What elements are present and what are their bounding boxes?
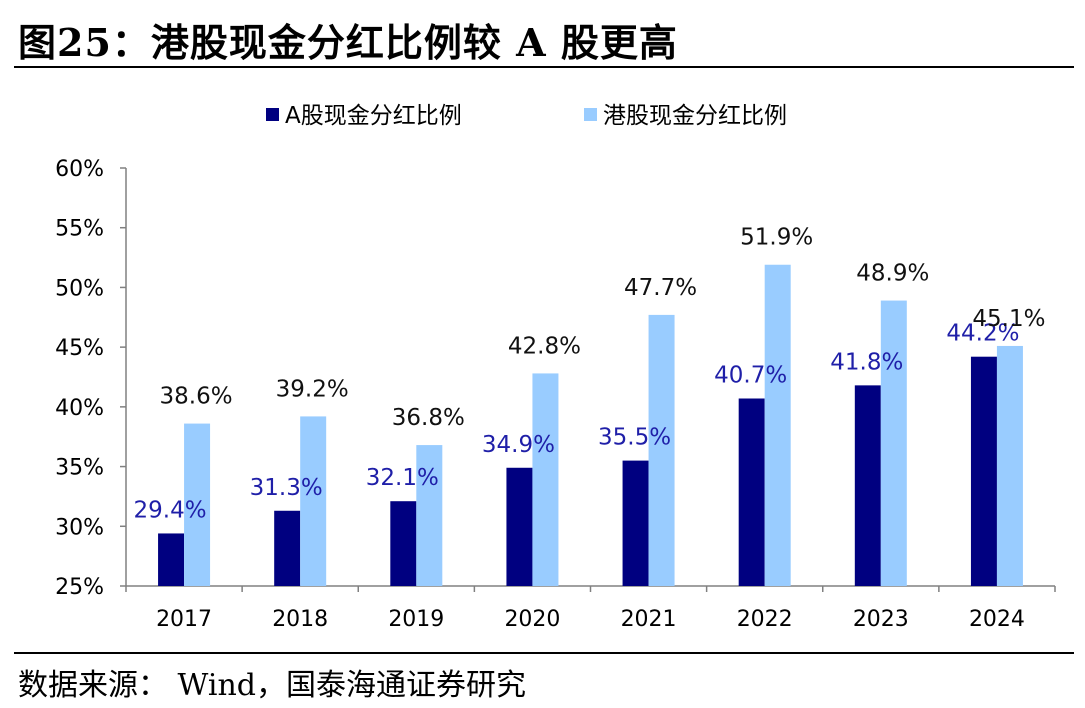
bar-a-share-2022 xyxy=(738,398,765,586)
bar-a-share-2020 xyxy=(506,467,533,586)
x-tick-label: 2020 xyxy=(504,607,560,632)
data-label-hk-share-2024: 45.1% xyxy=(972,306,1045,332)
y-tick-label: 35% xyxy=(55,456,104,481)
y-tick-label: 55% xyxy=(55,217,104,242)
data-label-hk-share-2018: 39.2% xyxy=(276,376,349,402)
x-tick-label: 2023 xyxy=(853,607,909,632)
data-label-hk-share-2022: 51.9% xyxy=(740,225,813,251)
legend-label-1: A股现金分红比例 xyxy=(285,103,462,129)
y-tick-label: 60% xyxy=(55,157,104,182)
x-tick-label: 2017 xyxy=(156,607,212,632)
bar-hk-share-2019 xyxy=(416,445,443,586)
y-tick-label: 45% xyxy=(55,336,104,361)
chart-axes: 25% 30% 35% 40% 45% 50% 55% 60% 2017 2018 2019 2020… xyxy=(55,157,1056,632)
x-tick-label: 2021 xyxy=(621,607,677,632)
bar-a-share-2019 xyxy=(390,501,417,586)
data-label-a-share-2017: 29.4% xyxy=(134,497,207,523)
bar-hk-share-2024 xyxy=(996,345,1023,586)
data-label-hk-share-2017: 38.6% xyxy=(160,384,233,410)
page-title: 图25：港股现金分红比例较 A 股更高 xyxy=(18,20,678,65)
data-label-a-share-2020: 34.9% xyxy=(482,432,555,458)
y-tick-label: 40% xyxy=(55,396,104,421)
x-tick-label: 2018 xyxy=(272,607,328,632)
bar-hk-share-2020 xyxy=(532,373,559,586)
legend-label-2: 港股现金分红比例 xyxy=(603,103,787,129)
source-note: 数据来源： Wind，国泰海通证券研究 xyxy=(18,668,526,703)
x-tick-label: 2024 xyxy=(969,607,1025,632)
bar-hk-share-2017 xyxy=(184,423,211,586)
data-label-a-share-2021: 35.5% xyxy=(598,425,671,451)
data-label-a-share-2024: 44.2% xyxy=(946,321,1019,347)
chart-bars xyxy=(158,264,1023,586)
x-tick-label: 2019 xyxy=(388,607,444,632)
bar-hk-share-2021 xyxy=(648,314,675,586)
y-tick-label: 50% xyxy=(55,276,104,301)
y-tick-label: 25% xyxy=(55,575,104,600)
bar-a-share-2023 xyxy=(854,385,881,586)
y-tick-label: 30% xyxy=(55,515,104,540)
data-label-a-share-2022: 40.7% xyxy=(714,362,787,388)
data-label-hk-share-2019: 36.8% xyxy=(392,405,465,431)
bar-a-share-2018 xyxy=(274,510,301,586)
bar-a-share-2024 xyxy=(970,356,997,586)
chart-legend: A股现金分红比例 港股现金分红比例 xyxy=(266,103,787,129)
source-rule xyxy=(14,652,1074,654)
data-label-hk-share-2023: 48.9% xyxy=(856,261,929,287)
title-rule xyxy=(14,66,1074,68)
bar-a-share-2021 xyxy=(622,460,649,586)
data-label-a-share-2023: 41.8% xyxy=(830,349,903,375)
bar-hk-share-2022 xyxy=(764,264,791,586)
bar-hk-share-2018 xyxy=(300,416,327,586)
x-tick-label: 2022 xyxy=(737,607,793,632)
data-label-a-share-2019: 32.1% xyxy=(366,465,439,491)
bar-a-share-2017 xyxy=(158,533,185,586)
bar-chart: A股现金分红比例 港股现金分红比例 25% 30% 35% 40% 45% 50% 55% 60… xyxy=(55,103,1056,632)
bar-hk-share-2023 xyxy=(880,300,907,586)
data-label-a-share-2018: 31.3% xyxy=(250,475,323,501)
data-label-hk-share-2021: 47.7% xyxy=(624,275,697,301)
legend-swatch-1 xyxy=(266,108,279,121)
chart-data-labels: 29.4% 38.6% 31.3% 39.2% 32.1% 36.8% 34.9% 42.8%… xyxy=(134,225,1046,524)
data-label-hk-share-2020: 42.8% xyxy=(508,333,581,359)
legend-swatch-2 xyxy=(584,108,597,121)
